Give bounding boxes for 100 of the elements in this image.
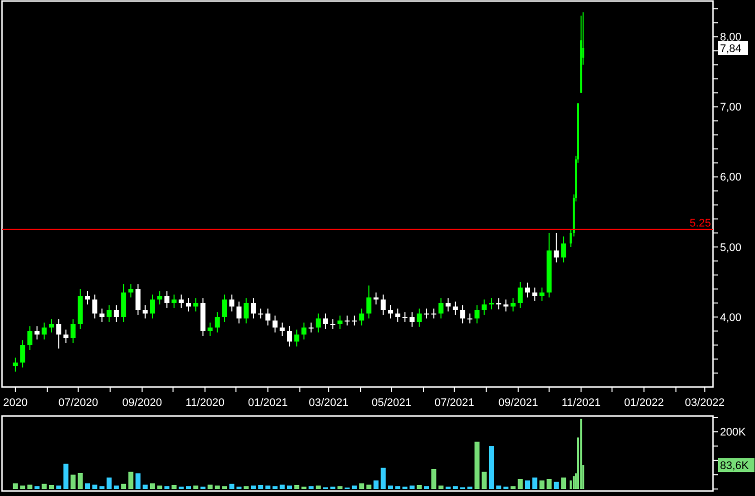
candlestick [503,299,508,312]
bar [388,486,393,489]
candlestick [352,315,357,326]
bar [42,484,47,489]
bar [482,472,487,489]
candlestick [186,298,192,312]
bar [359,483,364,489]
bar [70,474,76,489]
bar [56,486,62,489]
bar [142,484,148,489]
bar [92,484,98,489]
bar [244,486,249,489]
candlestick [518,281,523,308]
candlestick [402,312,408,322]
bar [280,484,285,489]
candlestick [337,315,342,330]
x-tick-label: 11/2020 [186,397,224,409]
candlestick [467,313,472,324]
candlestick [128,284,134,298]
candlestick [496,298,502,310]
bar [431,468,436,489]
bar [12,483,18,489]
candlestick [258,308,264,319]
x-tick-label: 07/2021 [434,397,474,409]
y-tick-label: 5,00 [720,242,742,254]
x-tick-label: 09/2020 [122,397,162,409]
candlestick [178,294,184,308]
x-tick-label: 11/2021 [562,397,601,409]
x-tick-label: 09/2021 [498,397,538,409]
bar [452,486,458,489]
candlestick [20,340,26,368]
bar [128,472,134,489]
candlestick [236,301,242,324]
candlestick [460,304,466,324]
bar [265,486,270,489]
candlestick [374,292,379,305]
bar [416,484,422,489]
bar [250,486,256,489]
candlestick [330,318,336,330]
candlestick [323,313,328,330]
bar [99,486,104,489]
bar [525,480,530,489]
bar [496,486,502,489]
candlestick [99,308,104,322]
candlestick [366,284,372,319]
candlestick [114,304,119,322]
bar [85,483,90,489]
x-tick-label: 01/2021 [248,397,288,409]
candlestick [446,298,451,312]
candlestick [193,298,198,312]
candlestick [229,294,234,312]
bar [539,480,544,489]
candlestick [280,322,285,336]
candlestick [482,299,487,316]
candlestick [286,326,292,347]
candlestick [142,304,148,319]
candlestick [438,298,444,319]
candlestick [157,290,162,305]
candlestick [525,282,530,298]
bar [208,484,213,489]
bar [63,464,68,489]
bar [337,486,342,489]
candlestick [208,322,213,336]
candlestick [27,326,32,350]
bar [374,480,379,489]
candlestick [316,313,321,333]
text: 7,84 [720,42,742,55]
bar [157,486,162,489]
bar [136,473,141,489]
candlestick [92,294,98,319]
bar [172,484,177,489]
candlestick [388,304,393,319]
candlestick [63,329,68,344]
bar [164,486,170,489]
candlestick [272,315,278,333]
y-tick-label: 8,00 [720,32,742,44]
y-tick-label: 6,00 [720,172,742,184]
x-tick-label: 05/2021 [372,397,412,409]
candlestick [395,308,400,322]
bar [150,483,155,489]
x-tick-label: 03/2021 [308,397,349,409]
candlestick [452,301,458,316]
candlestick [410,312,415,328]
ref-line-label: 5.25 [690,217,711,230]
x-tick-label: 07/2020 [58,397,98,409]
candlestick [265,308,270,326]
bar [222,486,228,489]
candlestick [488,298,494,310]
bar [438,486,444,489]
candlestick [70,318,76,344]
y-tick-label: 7,00 [720,102,742,114]
bar [424,486,430,489]
candlestick [359,308,364,326]
bar [20,486,26,489]
candlestick [308,322,314,333]
candlestick [294,329,300,347]
candlestick [222,294,228,322]
candlestick [250,298,256,319]
bar [488,446,494,489]
bar [395,486,400,489]
